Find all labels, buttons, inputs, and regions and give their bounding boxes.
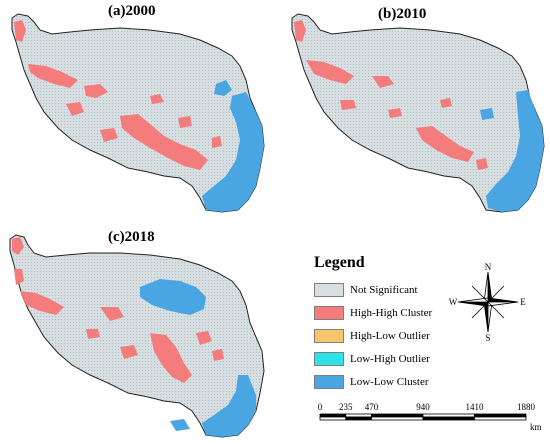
panel-title-2010: (b)2010 — [378, 6, 427, 22]
scale-segment — [319, 413, 347, 418]
high-high-clusters — [14, 20, 222, 170]
panel-title-2018: (c)2018 — [108, 229, 155, 245]
scale-segment — [422, 413, 475, 418]
scale-segment — [371, 413, 424, 418]
scale-tick-label: 0 — [318, 402, 323, 412]
map-2000 — [11, 13, 265, 213]
scale-bar: 0 235 470 940 1410 1880 km — [318, 402, 542, 432]
legend-label: Low-Low Cluster — [350, 376, 429, 388]
legend: Legend Not Significant High-High Cluster… — [308, 254, 458, 390]
scale-segment — [345, 413, 372, 418]
scale-segment — [474, 416, 527, 421]
high-high-clusters — [12, 237, 224, 383]
scale-segment — [319, 416, 347, 421]
legend-label: High-Low Outlier — [350, 330, 430, 342]
panel-title-2000: (a)2000 — [108, 3, 156, 19]
compass-rose-icon: N S E W — [449, 262, 527, 342]
high-high-clusters — [294, 20, 488, 170]
compass-south-label: S — [485, 333, 490, 342]
scale-tick-label: 1410 — [466, 402, 485, 412]
legend-swatch — [314, 329, 344, 343]
scale-segment — [345, 416, 372, 421]
legend-title: Legend — [314, 254, 365, 271]
legend-swatch — [314, 352, 344, 366]
legend-item-low-high: Low-High Outlier — [314, 351, 430, 367]
legend-item-high-low: High-Low Outlier — [314, 328, 430, 344]
legend-swatch — [314, 283, 344, 297]
legend-label: Not Significant — [350, 284, 418, 296]
map-2018 — [9, 234, 265, 438]
legend-swatch — [314, 375, 344, 389]
scale-segment — [371, 416, 424, 421]
scale-tick-label: 1880 — [517, 402, 536, 412]
scale-tick-label: 940 — [416, 402, 430, 412]
scale-unit-label: km — [530, 422, 542, 432]
scale-segment — [422, 416, 475, 421]
compass-north-label: N — [485, 262, 492, 272]
legend-item-not-significant: Not Significant — [314, 282, 418, 298]
legend-label: Low-High Outlier — [350, 353, 430, 365]
scale-tick-label: 470 — [365, 402, 379, 412]
scale-segment — [474, 413, 527, 418]
legend-label: High-High Cluster — [350, 307, 433, 319]
compass-east-label: E — [520, 297, 526, 307]
low-low-clusters — [202, 80, 264, 212]
low-low-clusters — [480, 90, 544, 212]
compass-west-label: W — [449, 297, 458, 307]
legend-item-high-high: High-High Cluster — [314, 305, 432, 321]
legend-item-low-low: Low-Low Cluster — [314, 374, 429, 390]
low-low-clusters — [140, 279, 256, 437]
scale-tick-label: 235 — [339, 402, 353, 412]
map-2010 — [291, 13, 545, 213]
legend-swatch — [314, 306, 344, 320]
